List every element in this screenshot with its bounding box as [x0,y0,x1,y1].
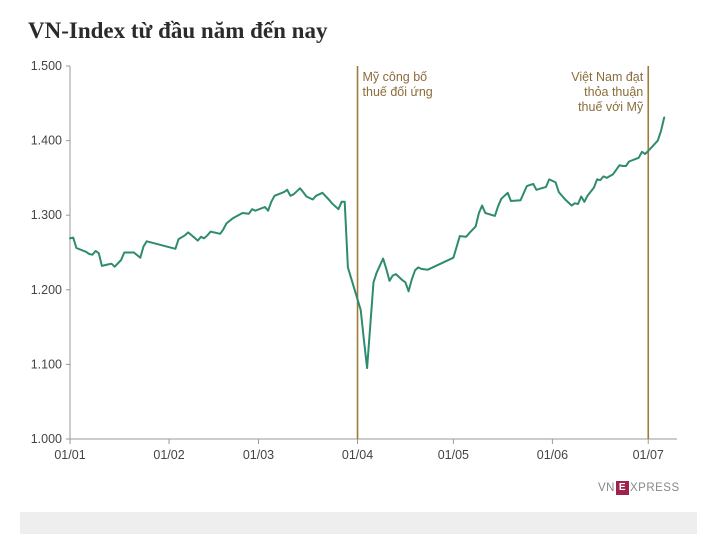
x-tick-label: 01/05 [438,448,469,462]
x-tick-label: 01/01 [54,448,85,462]
annotation-label: Việt Nam đạt [571,70,644,84]
x-tick-label: 01/07 [633,448,664,462]
logo-suffix: XPRESS [629,482,680,494]
y-tick-label: 1.100 [31,357,62,371]
x-tick-label: 01/04 [342,448,373,462]
annotation-label: thuế với Mỹ [578,100,644,114]
y-tick-label: 1.200 [31,283,62,297]
y-tick-label: 1.000 [31,432,62,446]
x-tick-label: 01/02 [153,448,184,462]
footer-bar [20,512,697,534]
y-tick-label: 1.400 [31,134,62,148]
chart-title: VN-Index từ đầu năm đến nay [28,18,328,43]
y-tick-label: 1.500 [31,59,62,73]
y-tick-label: 1.300 [31,208,62,222]
x-tick-label: 01/06 [537,448,568,462]
x-tick-label: 01/03 [243,448,274,462]
logo-mark: E [615,481,629,495]
vnexpress-logo: VN E XPRESS [598,480,680,496]
annotation-label: thuế đối ứng [363,85,433,99]
logo-prefix: VN [598,482,615,494]
vn-index-line [69,116,666,370]
annotation-label: thỏa thuận [584,85,643,99]
annotation-label: Mỹ công bố [363,70,428,84]
